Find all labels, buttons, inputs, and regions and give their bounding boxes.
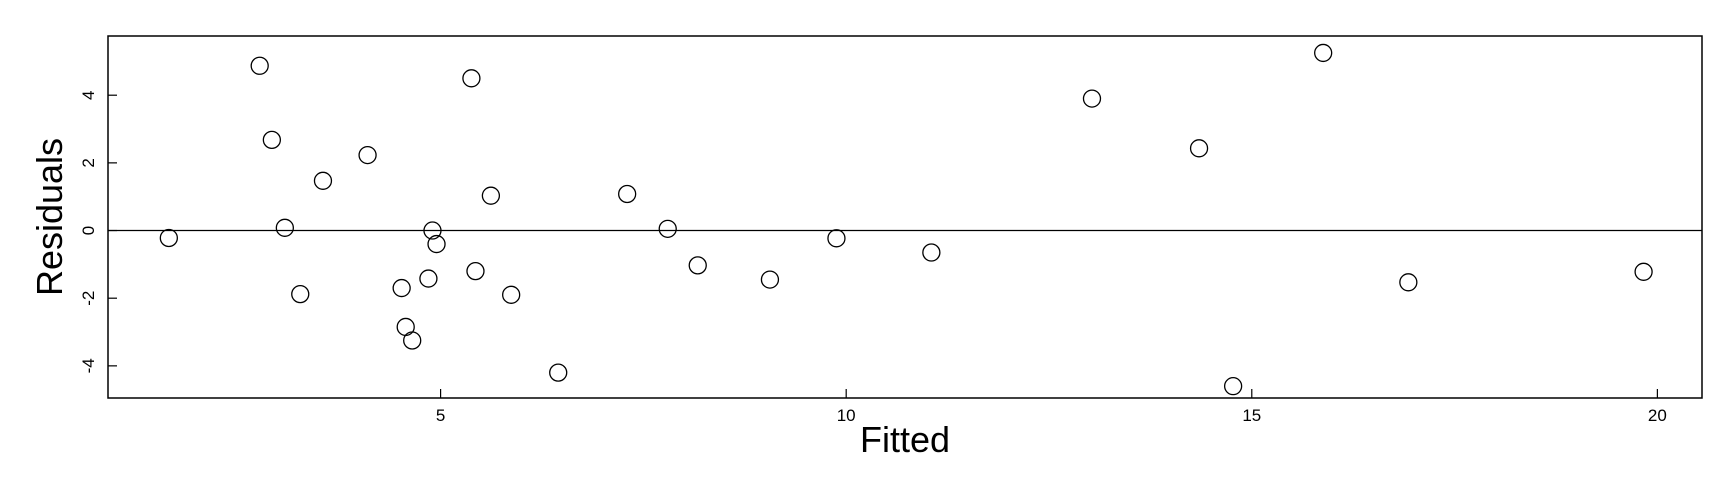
y-tick-label: -2 xyxy=(79,291,98,306)
y-tick-label: -4 xyxy=(79,358,98,373)
data-point xyxy=(275,218,294,237)
data-point xyxy=(1634,262,1653,281)
x-axis: 5 10 15 20 xyxy=(436,389,1667,425)
data-point xyxy=(618,184,637,204)
data-point xyxy=(1223,377,1243,396)
x-tick-label: 10 xyxy=(837,406,856,425)
y-axis: -4 -2 0 2 4 xyxy=(79,90,117,373)
data-point xyxy=(1314,43,1333,63)
plot-frame xyxy=(107,35,1703,399)
data-point xyxy=(922,243,941,262)
data-point xyxy=(1399,273,1418,292)
data-point xyxy=(291,284,310,304)
data-point xyxy=(658,219,677,238)
data-point xyxy=(396,317,415,337)
x-tick-label: 15 xyxy=(1242,406,1261,425)
data-point xyxy=(427,234,446,254)
data-point xyxy=(358,145,377,165)
y-axis-title: Residuals xyxy=(29,138,70,296)
x-tick-label: 5 xyxy=(436,406,445,425)
data-point xyxy=(250,56,269,75)
y-tick-label: 2 xyxy=(79,158,98,167)
data-point xyxy=(1082,89,1102,108)
data-point xyxy=(502,285,521,304)
data-point xyxy=(1189,139,1209,158)
data-point xyxy=(262,130,282,150)
data-point xyxy=(423,221,442,240)
x-axis-title: Fitted xyxy=(860,419,950,460)
data-point xyxy=(760,270,780,289)
data-point xyxy=(688,256,707,275)
data-point xyxy=(827,229,846,248)
x-tick-label: 20 xyxy=(1648,406,1667,425)
data-point xyxy=(481,186,501,205)
data-point xyxy=(403,331,422,350)
data-point xyxy=(462,69,481,88)
data-point xyxy=(466,261,485,281)
y-tick-label: 0 xyxy=(79,226,98,235)
data-point xyxy=(419,269,438,288)
data-point xyxy=(549,363,568,382)
data-point xyxy=(313,171,333,190)
data-point xyxy=(159,228,178,248)
data-points xyxy=(159,43,1653,396)
data-point xyxy=(392,278,411,298)
y-tick-label: 4 xyxy=(79,90,98,99)
